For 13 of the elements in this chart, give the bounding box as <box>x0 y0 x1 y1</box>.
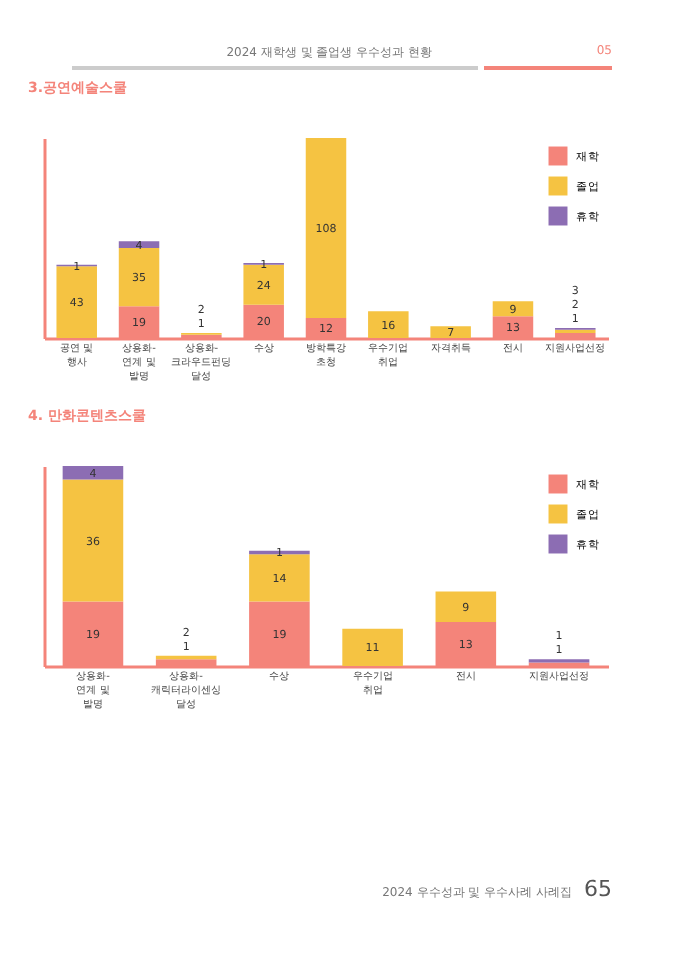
text: 65 <box>584 876 612 902</box>
bar <box>430 326 471 338</box>
bar <box>305 138 347 318</box>
bar <box>243 264 284 305</box>
bar <box>56 266 97 338</box>
bar <box>62 479 124 602</box>
bar <box>342 628 403 666</box>
bar <box>492 301 534 317</box>
bar <box>435 591 497 622</box>
bar <box>62 466 124 480</box>
bar <box>118 248 160 307</box>
bar <box>368 311 409 338</box>
bar <box>249 554 310 602</box>
